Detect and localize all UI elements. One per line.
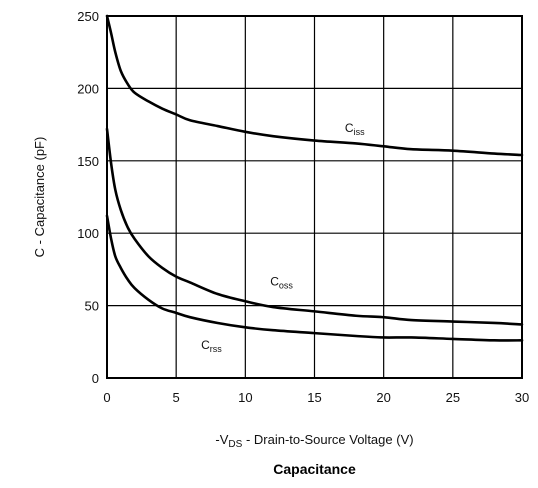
series-line-coss xyxy=(105,127,524,326)
x-axis-title-subscript: DS xyxy=(228,439,242,450)
x-tick-label: 25 xyxy=(446,390,460,405)
x-tick-label: 30 xyxy=(515,390,529,405)
x-tick-label: 10 xyxy=(238,390,252,405)
series-line-crss xyxy=(105,214,524,342)
y-tick-label: 0 xyxy=(92,371,99,386)
grid xyxy=(107,16,522,378)
series-label-coss: Coss xyxy=(270,274,293,290)
series-lines xyxy=(105,14,524,342)
y-tick-label: 50 xyxy=(85,299,99,314)
x-tick-label: 15 xyxy=(307,390,321,405)
plot-frame xyxy=(106,15,523,379)
x-tick-label: 0 xyxy=(103,390,110,405)
series-annotations: Ciss Coss Crss xyxy=(201,121,365,354)
y-tick-label: 200 xyxy=(77,81,99,96)
tick-labels: 0 5 10 15 20 25 30 0 50 100 150 200 250 xyxy=(77,9,529,405)
y-tick-label: 100 xyxy=(77,226,99,241)
y-tick-label: 250 xyxy=(77,9,99,24)
y-tick-label: 150 xyxy=(77,154,99,169)
y-axis-title: C - Capacitance (pF) xyxy=(32,137,47,258)
x-axis-title-rest: - Drain-to-Source Voltage (V) xyxy=(242,432,413,447)
series-label-ciss: Ciss xyxy=(345,121,365,137)
x-axis-title-prefix: -V xyxy=(215,432,228,447)
x-tick-label: 5 xyxy=(173,390,180,405)
series-line-ciss xyxy=(105,14,524,157)
x-axis-title: -VDS - Drain-to-Source Voltage (V) xyxy=(215,432,413,450)
chart-title: Capacitance xyxy=(273,461,356,477)
x-tick-label: 20 xyxy=(376,390,390,405)
series-label-crss: Crss xyxy=(201,338,222,354)
